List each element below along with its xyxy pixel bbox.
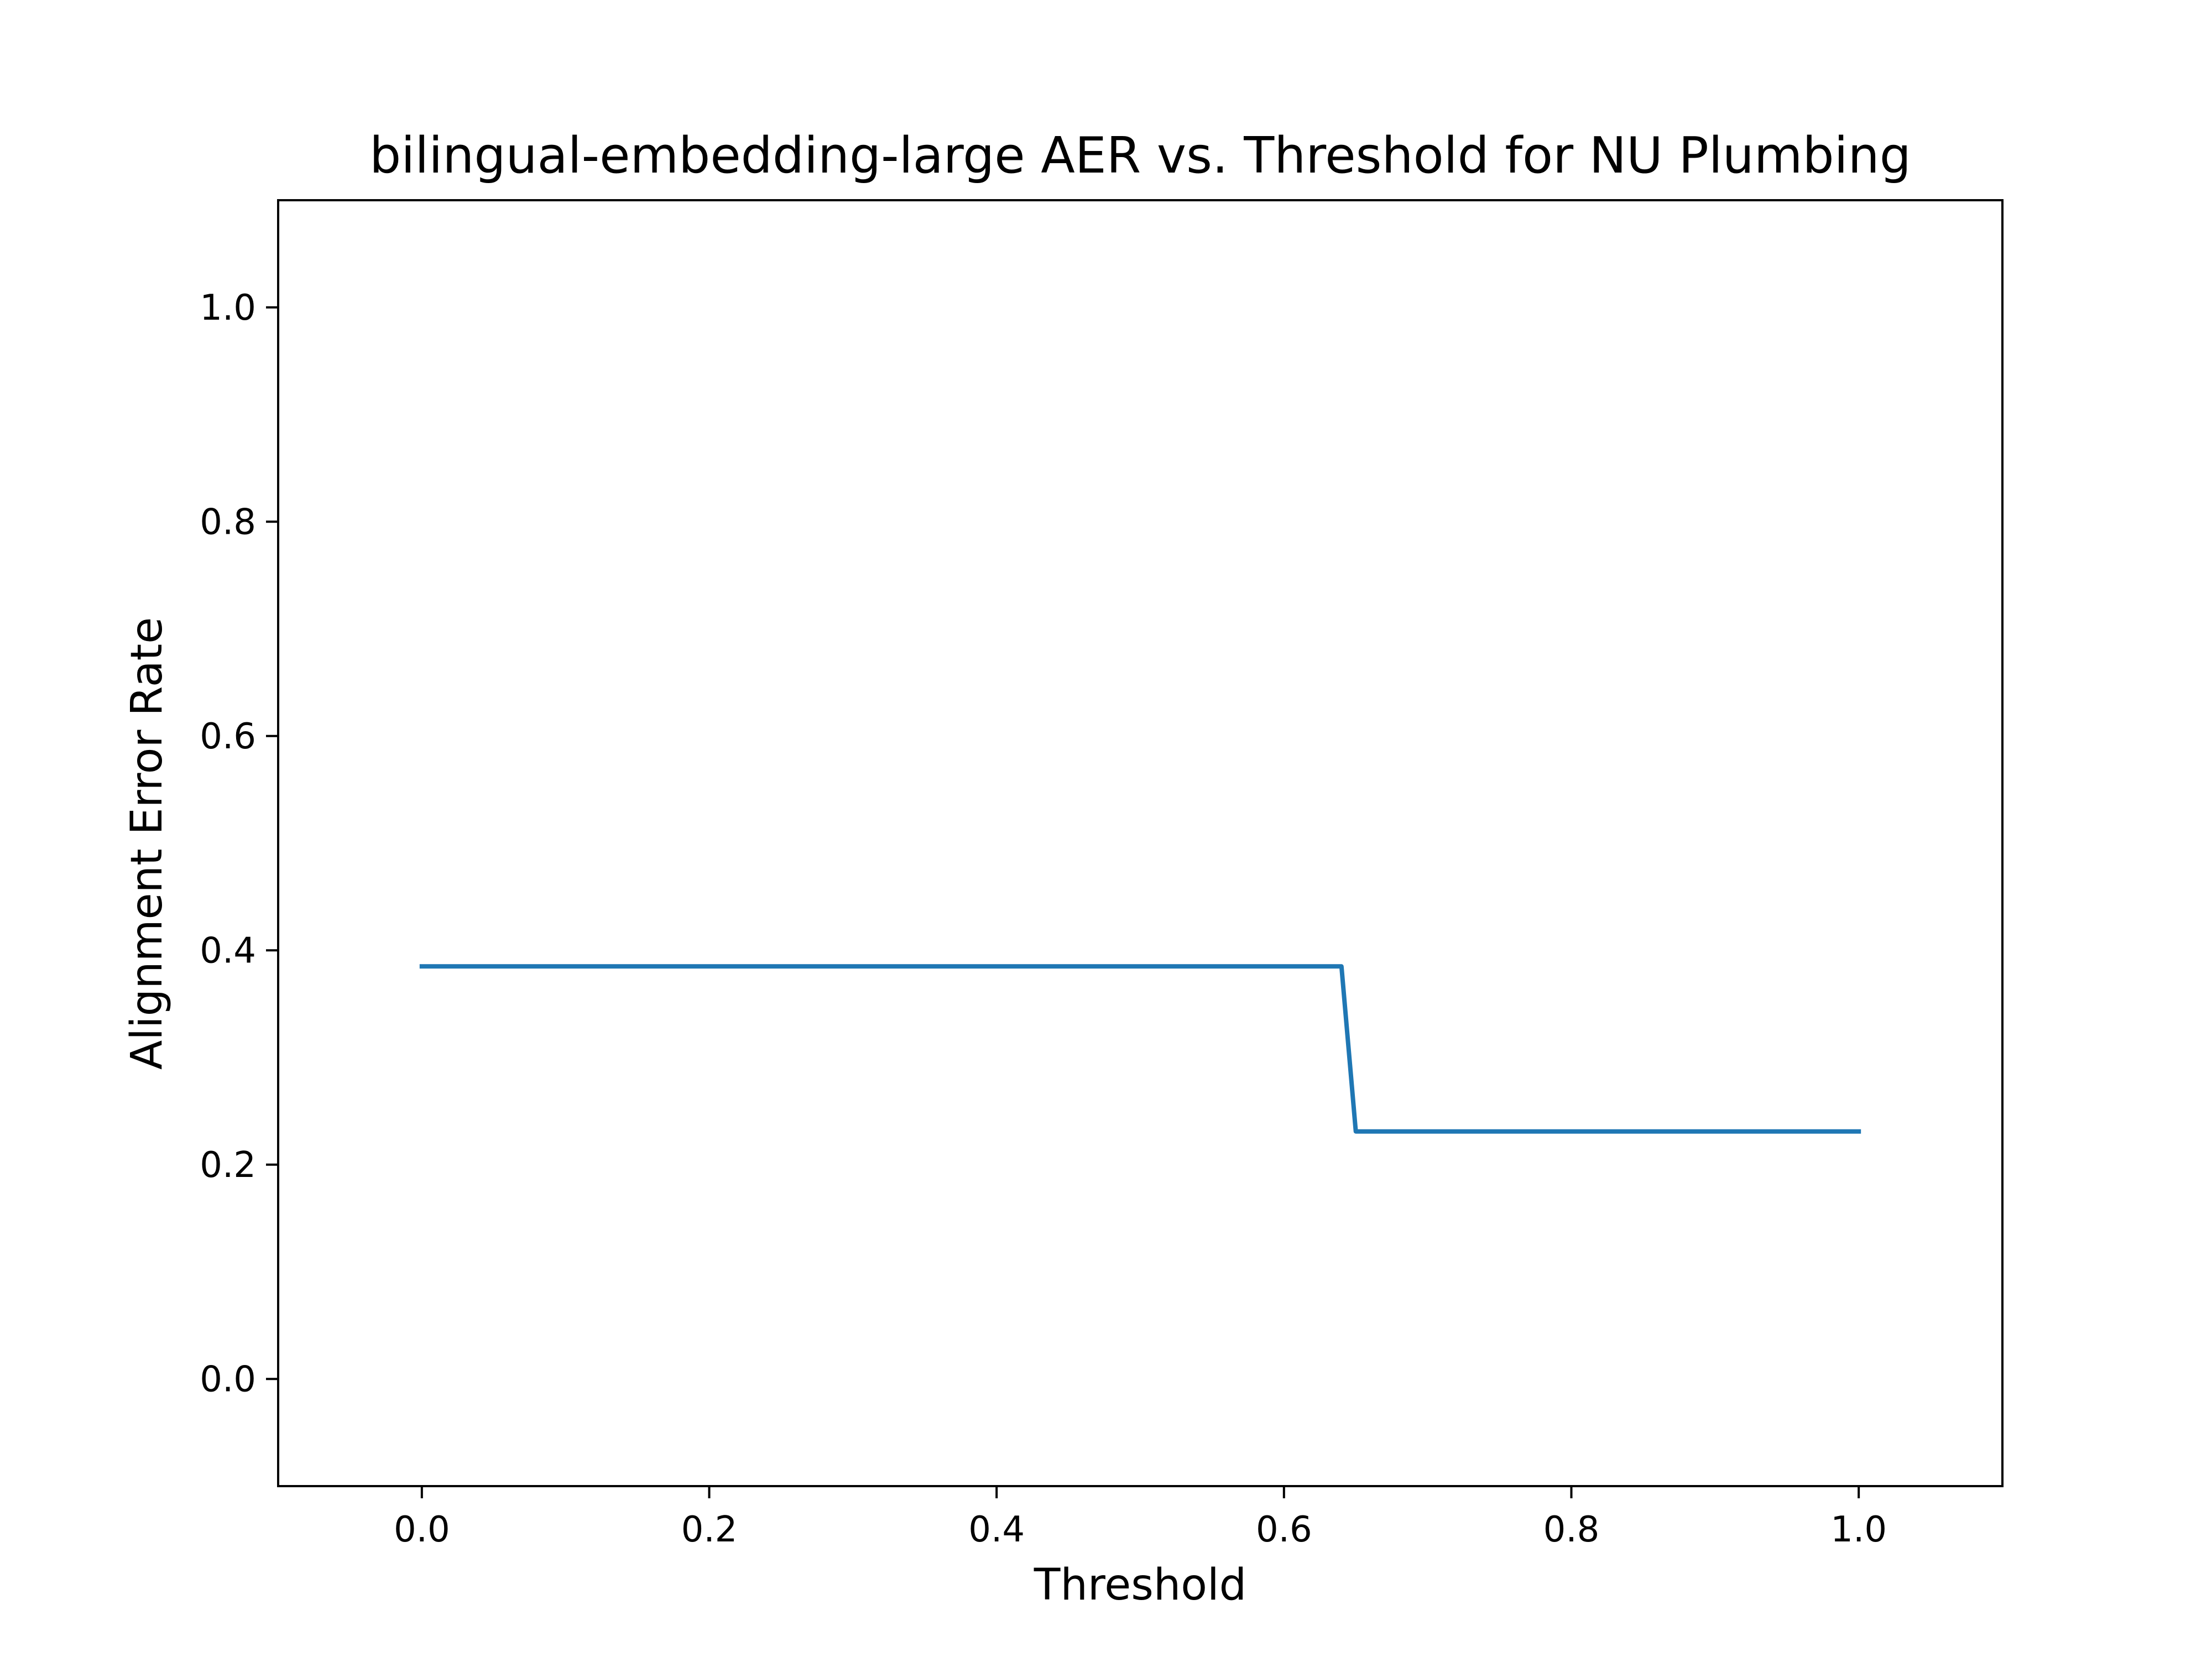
x-axis: 0.0 0.2 0.4 0.6 0.8 1.0	[394, 1486, 1887, 1550]
x-tick-label: 0.2	[681, 1509, 738, 1550]
x-tick-label: 0.0	[394, 1509, 450, 1550]
x-axis-label: Threshold	[1034, 1560, 1246, 1610]
y-axis: 0.0 0.2 0.4 0.6 0.8 1.0	[200, 288, 278, 1400]
y-axis-label: Alignment Error Rate	[122, 617, 172, 1070]
y-tick-label: 0.2	[200, 1145, 256, 1186]
x-tick-label: 1.0	[1830, 1509, 1887, 1550]
x-tick-label: 0.4	[968, 1509, 1025, 1550]
series-line-0	[419, 964, 1861, 1134]
y-tick-label: 0.4	[200, 930, 256, 971]
chart-title: bilingual-embedding-large AER vs. Thresh…	[369, 127, 1911, 185]
y-tick-label: 1.0	[200, 288, 256, 329]
plot-area	[419, 964, 1861, 1134]
x-tick-label: 0.6	[1256, 1509, 1312, 1550]
y-tick-label: 0.6	[200, 716, 256, 757]
y-tick-label: 0.0	[200, 1359, 256, 1400]
x-tick-label: 0.8	[1543, 1509, 1600, 1550]
y-tick-label: 0.8	[200, 502, 256, 543]
axes-frame	[277, 199, 2004, 1487]
